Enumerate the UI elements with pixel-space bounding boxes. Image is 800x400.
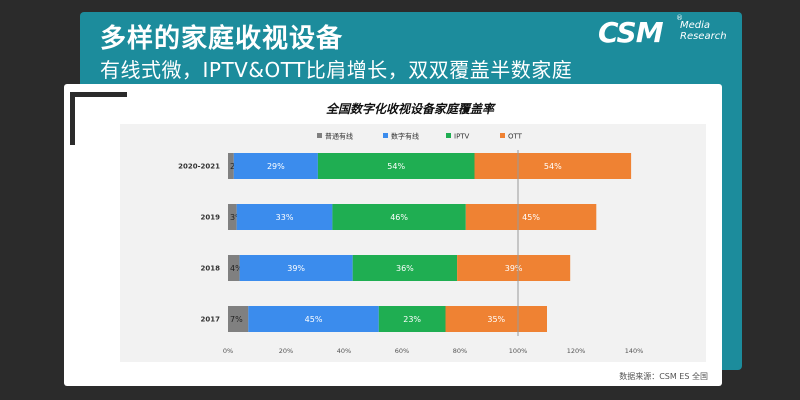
data-label-3-3: 35% <box>487 315 505 324</box>
x-tick-label-5: 100% <box>509 347 528 355</box>
data-label-1-0: 3% <box>230 213 243 222</box>
legend-label-1: 数字有线 <box>391 132 419 141</box>
logo-text: CSM <box>598 16 664 49</box>
logo-registered-mark: ® <box>676 14 683 22</box>
x-tick-label-2: 40% <box>337 347 351 355</box>
page-title: 多样的家庭收视设备 <box>100 24 344 54</box>
x-tick-label-6: 120% <box>567 347 586 355</box>
bar-segment-3-2 <box>378 306 446 332</box>
data-label-2-2: 36% <box>396 264 414 273</box>
bar-segment-2-2 <box>352 255 458 281</box>
chart-title: 全国数字化收视设备家庭覆盖率 <box>325 102 494 116</box>
x-tick-label-0: 0% <box>223 347 233 355</box>
legend-swatch-3 <box>500 133 505 138</box>
x-tick-label-3: 60% <box>395 347 409 355</box>
logo-media-text: Media <box>680 20 711 31</box>
bar-segment-2-1 <box>239 255 353 281</box>
data-label-2-1: 39% <box>287 264 305 273</box>
logo-research-text: Research <box>680 31 727 42</box>
data-label-2-3: 39% <box>505 264 523 273</box>
data-label-0-1: 29% <box>267 162 285 171</box>
data-label-1-2: 46% <box>390 213 408 222</box>
bar-segment-3-3 <box>445 306 547 332</box>
data-source-note: 数据来源：CSM ES 全国 <box>619 372 708 381</box>
data-label-0-3: 54% <box>544 162 562 171</box>
bar-segment-3-1 <box>248 306 379 332</box>
legend-swatch-1 <box>383 133 388 138</box>
bar-segment-2-0 <box>228 255 240 281</box>
bar-segment-3-0 <box>228 306 249 332</box>
csm-logo: CSM ® Media Research <box>598 14 728 50</box>
bar-segment-0-0 <box>228 153 234 179</box>
bar-segment-1-1 <box>236 204 333 230</box>
legend-label-0: 普通有线 <box>325 132 353 141</box>
category-label-3: 2017 <box>201 316 221 324</box>
legend-swatch-2 <box>446 133 451 138</box>
logo-subtext: Media Research <box>680 20 727 42</box>
data-label-1-3: 45% <box>522 213 540 222</box>
data-label-3-0: 7% <box>230 315 243 324</box>
bar-segment-0-2 <box>317 153 475 179</box>
x-tick-label-4: 80% <box>453 347 467 355</box>
data-label-1-1: 33% <box>276 213 294 222</box>
category-label-1: 2019 <box>201 214 221 222</box>
bar-segment-1-2 <box>332 204 466 230</box>
bar-segment-1-0 <box>228 204 237 230</box>
legend-label-3: OTT <box>508 133 523 141</box>
bar-segment-0-3 <box>474 153 632 179</box>
bar-segment-2-3 <box>457 255 571 281</box>
data-label-3-2: 23% <box>403 315 421 324</box>
legend-swatch-0 <box>317 133 322 138</box>
legend-label-2: IPTV <box>454 133 470 141</box>
x-tick-label-7: 140% <box>625 347 644 355</box>
bar-segment-0-1 <box>233 153 318 179</box>
page-subtitle: 有线式微，IPTV&OTT比肩增长，双双覆盖半数家庭 <box>100 58 573 82</box>
bar-segment-1-3 <box>465 204 597 230</box>
corner-bracket-decoration <box>70 92 127 145</box>
data-label-0-2: 54% <box>387 162 405 171</box>
data-label-3-1: 45% <box>305 315 323 324</box>
category-label-2: 2018 <box>201 265 221 273</box>
x-tick-label-1: 20% <box>279 347 293 355</box>
category-label-0: 2020-2021 <box>178 163 220 171</box>
data-label-2-0: 4% <box>230 264 243 273</box>
